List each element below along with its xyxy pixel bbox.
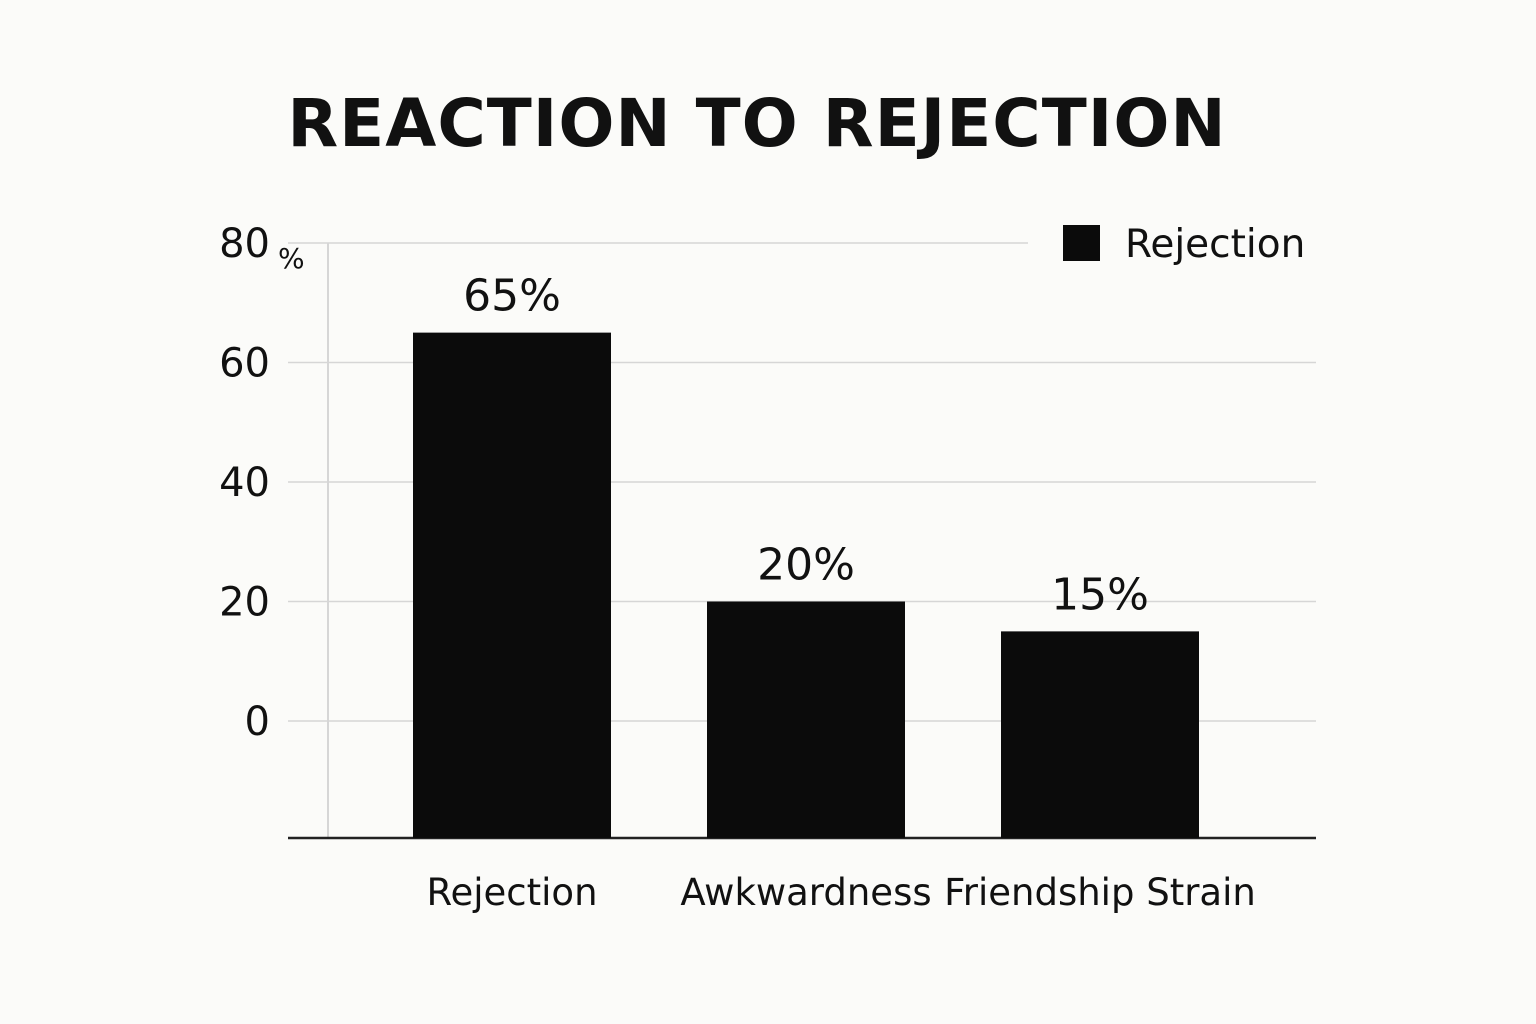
data-label-awkwardness: 20% bbox=[757, 540, 855, 591]
x-tick-label-friendship-strain: Friendship Strain bbox=[944, 871, 1256, 914]
y-tick-label-80: 80 bbox=[219, 221, 270, 267]
y-tick-label-20: 20 bbox=[219, 580, 270, 626]
bars bbox=[413, 332, 1199, 838]
y-tick-label-0: 0 bbox=[245, 699, 270, 745]
data-labels: 65% 20% 15% bbox=[463, 271, 1149, 621]
bar-awkwardness bbox=[707, 601, 905, 838]
bar-rejection bbox=[413, 332, 611, 838]
bar-friendship-strain bbox=[1001, 631, 1199, 838]
y-unit-label: % bbox=[278, 242, 305, 275]
y-axis-ticks: 0 20 40 60 80% bbox=[219, 221, 305, 745]
data-label-friendship-strain: 15% bbox=[1051, 569, 1149, 620]
data-label-rejection: 65% bbox=[463, 271, 561, 322]
legend-swatch bbox=[1063, 225, 1100, 261]
x-tick-label-awkwardness: Awkwardness bbox=[680, 871, 931, 914]
legend-label: Rejection bbox=[1125, 222, 1305, 267]
y-tick-label-40: 40 bbox=[219, 460, 270, 506]
x-tick-label-rejection: Rejection bbox=[426, 871, 597, 914]
x-axis-ticks: Rejection Awkwardness Friendship Strain bbox=[426, 871, 1255, 914]
legend: Rejection bbox=[1063, 222, 1305, 267]
chart-title: REACTION TO REJECTION bbox=[287, 85, 1227, 162]
y-tick-label-60: 60 bbox=[219, 341, 270, 387]
